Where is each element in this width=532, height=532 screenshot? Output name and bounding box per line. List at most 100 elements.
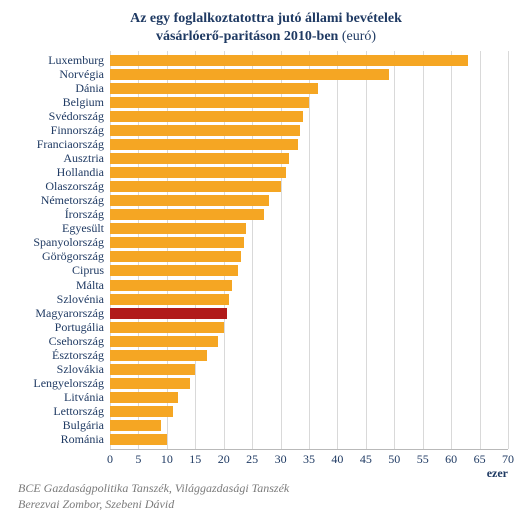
bar-label: Litvánia	[64, 390, 110, 405]
bar-row: Görögország	[110, 251, 508, 263]
bar-row: Luxemburg	[110, 54, 508, 66]
bar-label: Szlovénia	[57, 292, 110, 307]
bar-label: Olaszország	[45, 179, 110, 194]
bar	[110, 280, 232, 291]
x-tick: 25	[246, 452, 258, 467]
bar-label: Norvégia	[59, 67, 110, 82]
bar	[110, 392, 178, 403]
bar-row: Portugália	[110, 321, 508, 333]
bar-label: Belgium	[63, 95, 110, 110]
bars: LuxemburgNorvégiaDániaBelgiumSvédországF…	[110, 51, 508, 449]
bar	[110, 125, 300, 136]
bar-row: Norvégia	[110, 68, 508, 80]
bar	[110, 153, 289, 164]
bar-row: Málta	[110, 279, 508, 291]
bar-label: Észtország	[52, 348, 110, 363]
footer-line-1: BCE Gazdaságpolitika Tanszék, Világgazda…	[18, 481, 514, 497]
bar-label: Málta	[76, 278, 110, 293]
bar-row: Szlovákia	[110, 363, 508, 375]
bar	[110, 167, 286, 178]
x-tick: 5	[135, 452, 141, 467]
x-tick: 70	[502, 452, 514, 467]
bar	[110, 251, 241, 262]
bar-label: Ciprus	[72, 263, 110, 278]
bar	[110, 237, 244, 248]
bar	[110, 223, 246, 234]
bar	[110, 420, 161, 431]
bar-row: Magyarország	[110, 307, 508, 319]
x-axis: ezer 0510152025303540455055606570	[110, 449, 508, 479]
bar-row: Hollandia	[110, 167, 508, 179]
x-tick: 30	[275, 452, 287, 467]
bar-row: Németország	[110, 195, 508, 207]
x-tick: 15	[189, 452, 201, 467]
x-tick: 0	[107, 452, 113, 467]
bar-label: Dánia	[75, 81, 110, 96]
x-tick: 20	[218, 452, 230, 467]
x-tick: 35	[303, 452, 315, 467]
x-tick: 55	[417, 452, 429, 467]
bar-row: Ciprus	[110, 265, 508, 277]
bar	[110, 83, 318, 94]
bar-label: Spanyolország	[33, 235, 110, 250]
bar-row: Szlovénia	[110, 293, 508, 305]
bar-row: Románia	[110, 434, 508, 446]
x-tick: 40	[331, 452, 343, 467]
bar	[110, 336, 218, 347]
axis-unit-label: ezer	[487, 466, 508, 481]
bar-row: Észtország	[110, 349, 508, 361]
bar-highlight	[110, 308, 227, 319]
bar-label: Luxemburg	[48, 53, 110, 68]
chart-footer: BCE Gazdaságpolitika Tanszék, Világgazda…	[18, 481, 514, 512]
bar-label: Csehország	[49, 334, 110, 349]
bar-row: Finnország	[110, 124, 508, 136]
bar	[110, 111, 303, 122]
bar-label: Svédország	[49, 109, 110, 124]
bar-label: Írország	[65, 207, 110, 222]
bar	[110, 378, 190, 389]
bar-label: Franciaország	[37, 137, 110, 152]
bar-label: Lengyelország	[33, 376, 110, 391]
bar-row: Írország	[110, 209, 508, 221]
x-tick: 50	[388, 452, 400, 467]
bar-row: Lettország	[110, 406, 508, 418]
bar-label: Németország	[41, 193, 110, 208]
bar-row: Csehország	[110, 335, 508, 347]
bar-label: Finnország	[51, 123, 110, 138]
bar	[110, 364, 195, 375]
title-line-1: Az egy foglalkoztatottra jutó állami bev…	[18, 10, 514, 28]
bar	[110, 265, 238, 276]
bar-row: Olaszország	[110, 181, 508, 193]
bar-label: Görögország	[42, 249, 110, 264]
bar	[110, 209, 264, 220]
chart-container: Az egy foglalkoztatottra jutó állami bev…	[0, 0, 532, 532]
bar	[110, 195, 269, 206]
bar	[110, 434, 167, 445]
bar	[110, 322, 224, 333]
x-tick: 45	[360, 452, 372, 467]
bar-row: Svédország	[110, 110, 508, 122]
bar	[110, 97, 309, 108]
bar	[110, 55, 468, 66]
grid-line	[508, 51, 509, 449]
bar-row: Spanyolország	[110, 237, 508, 249]
bar-row: Ausztria	[110, 152, 508, 164]
bar-row: Litvánia	[110, 392, 508, 404]
x-tick: 65	[474, 452, 486, 467]
bar	[110, 139, 298, 150]
bar-label: Bulgária	[63, 418, 110, 433]
bar-row: Belgium	[110, 96, 508, 108]
title-line-2: vásárlóerő-paritáson 2010-ben (euró)	[18, 28, 514, 46]
bar	[110, 69, 389, 80]
bar-label: Románia	[61, 432, 110, 447]
bar-label: Magyarország	[35, 306, 110, 321]
bar-label: Szlovákia	[57, 362, 110, 377]
bar-row: Bulgária	[110, 420, 508, 432]
bar-row: Egyesült	[110, 223, 508, 235]
bar	[110, 294, 229, 305]
bar-label: Ausztria	[63, 151, 110, 166]
x-tick: 60	[445, 452, 457, 467]
bar	[110, 350, 207, 361]
bar	[110, 181, 281, 192]
bar-label: Hollandia	[57, 165, 110, 180]
